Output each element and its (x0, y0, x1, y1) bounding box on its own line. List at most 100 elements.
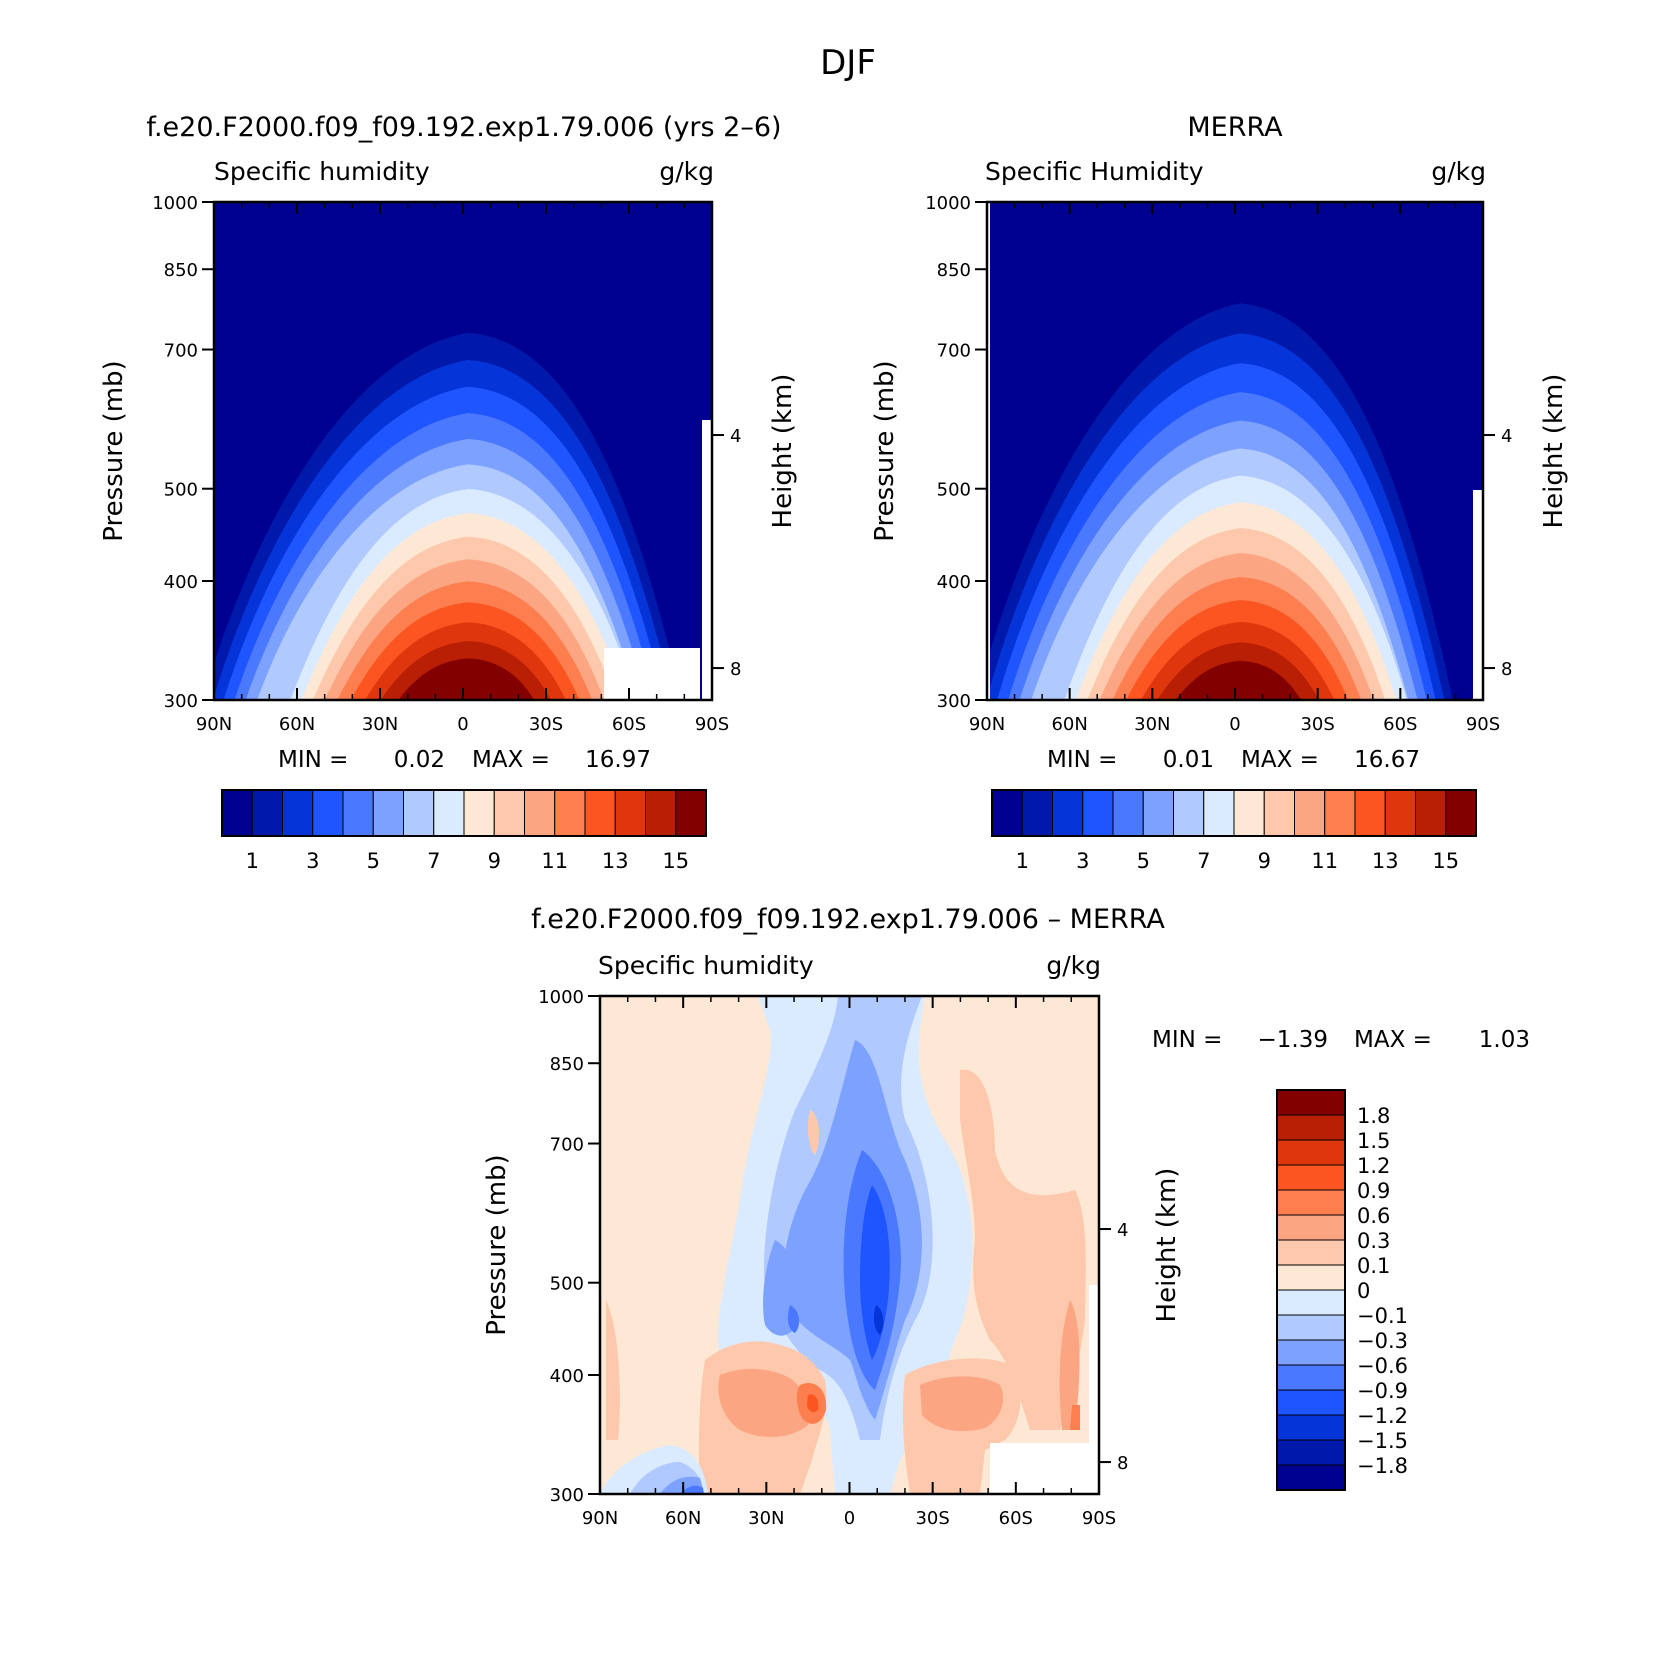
humidity-bands (987, 303, 1453, 700)
colorbar-swatch (1276, 1289, 1346, 1316)
colorbar-label: −1.8 (1357, 1454, 1408, 1478)
y-right-tick-label: 8 (1117, 1453, 1128, 1474)
colorbar-swatch (1276, 1214, 1346, 1241)
axis-ticks: 90N 60N 30N 0 30S 60S 90S 300 400 500 700 850 1000 8 4 (925, 193, 1512, 735)
min-label: MIN = (278, 747, 348, 773)
anomaly-pos-08 (1059, 1300, 1080, 1430)
y-tick-label: 500 (937, 480, 971, 501)
colorbar-swatch (1112, 789, 1144, 837)
humidity-bands (214, 332, 682, 700)
y-right-axis-label: Height (km) (768, 374, 798, 529)
panel-model: f.e20.F2000.f09_f09.192.exp1.79.006 (yrs… (99, 112, 798, 873)
colorbar-label: −0.1 (1357, 1304, 1408, 1328)
colorbar-swatch (1276, 1139, 1346, 1166)
y-tick-label: 300 (550, 1485, 584, 1506)
anomaly-pos-02 (718, 1368, 810, 1437)
x-tick-label: 60S (999, 1508, 1033, 1529)
colorbar-label: 3 (306, 849, 319, 873)
min-label: MIN = (1047, 747, 1117, 773)
colorbar-swatch (342, 789, 374, 837)
y-tick-label: 850 (550, 1054, 584, 1075)
colorbar-label: 0.3 (1357, 1229, 1390, 1253)
anomaly-neg-08 (787, 1305, 800, 1333)
colorbar-swatch (1052, 789, 1084, 837)
y-tick-label: 700 (937, 341, 971, 362)
x-tick-label: 0 (1229, 714, 1240, 735)
colorbar-swatch (1233, 789, 1265, 837)
x-tick-label: 60S (1383, 714, 1417, 735)
colorbar-swatch (312, 789, 344, 837)
axis-ticks: 90N 60N 30N 0 30S 60S 90S 300 400 500 700 850 1000 8 4 (152, 193, 741, 735)
colorbar-label: 9 (488, 849, 501, 873)
units-label: g/kg (1431, 157, 1486, 186)
y-axis-label: Pressure (mb) (482, 1154, 512, 1335)
colorbar-swatch (1276, 1439, 1346, 1466)
colorbar-label: 11 (1311, 849, 1338, 873)
x-tick-label: 90S (1466, 714, 1500, 735)
colorbar-label: 1.5 (1357, 1129, 1390, 1153)
colorbar-swatch (251, 789, 283, 837)
panel-difference: f.e20.F2000.f09_f09.192.exp1.79.006 – ME… (482, 904, 1530, 1529)
colorbar-swatch (1445, 789, 1477, 837)
anomaly-pos-07 (960, 1069, 1086, 1430)
colorbar-label: 15 (662, 849, 689, 873)
colorbar-label: 13 (602, 849, 629, 873)
colorbar-swatch (1142, 789, 1174, 837)
colorbar-swatch (1263, 789, 1295, 837)
colorbar-swatch (1203, 789, 1235, 837)
colorbar-label: 0.1 (1357, 1254, 1390, 1278)
panel-title: f.e20.F2000.f09_f09.192.exp1.79.006 – ME… (531, 904, 1165, 935)
colorbar: 1 3 5 7 9 11 13 15 (991, 789, 1477, 873)
colorbar-swatch (645, 789, 677, 837)
colorbar-label: −0.3 (1357, 1329, 1408, 1353)
colorbar-swatch (991, 789, 1023, 837)
missing-data-strip (702, 420, 712, 700)
colorbar-swatch (1276, 1464, 1346, 1491)
x-tick-label: 90N (969, 714, 1005, 735)
colorbar-label: 3 (1076, 849, 1089, 873)
contour-band (398, 658, 535, 700)
x-tick-label: 30N (362, 714, 398, 735)
colorbar-label: 1.2 (1357, 1154, 1390, 1178)
colorbar-label: 0 (1357, 1279, 1370, 1303)
colorbar-swatch (282, 789, 314, 837)
min-value: 0.02 (394, 747, 445, 773)
x-tick-label: 90S (695, 714, 729, 735)
colorbar-swatch (554, 789, 586, 837)
colorbar-swatch (1276, 1264, 1346, 1291)
y-tick-label: 400 (937, 572, 971, 593)
x-tick-label: 90S (1082, 1508, 1116, 1529)
anomaly-pos-04 (807, 1394, 819, 1413)
y-tick-label: 700 (164, 341, 198, 362)
colorbar-label: −1.5 (1357, 1429, 1408, 1453)
y-tick-label: 1000 (152, 193, 198, 214)
colorbar-swatch (584, 789, 616, 837)
x-tick-label: 90N (196, 714, 232, 735)
colorbar-swatch (675, 789, 707, 837)
colorbar-label: 1 (246, 849, 259, 873)
y-tick-label: 500 (550, 1274, 584, 1295)
missing-data-strip (1473, 490, 1483, 700)
x-tick-label: 60N (1051, 714, 1087, 735)
colorbar-swatch (1294, 789, 1326, 837)
y-tick-label: 500 (164, 480, 198, 501)
x-tick-label: 30N (1134, 714, 1170, 735)
units-label: g/kg (659, 157, 714, 186)
max-value: 16.67 (1354, 747, 1420, 773)
max-value: 16.97 (585, 747, 651, 773)
colorbar-swatch (433, 789, 465, 837)
colorbar-swatch (1276, 1114, 1346, 1141)
max-value: 1.03 (1479, 1027, 1530, 1053)
y-right-tick-label: 8 (730, 659, 741, 680)
plot-area (600, 996, 1099, 1494)
colorbar-label: 7 (427, 849, 440, 873)
panel-title: MERRA (1187, 112, 1283, 143)
plot-area (987, 202, 1483, 700)
colorbar-label: 1.8 (1357, 1104, 1390, 1128)
y-tick-label: 700 (550, 1135, 584, 1156)
y-axis-label: Pressure (mb) (870, 360, 900, 541)
colorbar-label: 9 (1258, 849, 1271, 873)
y-right-tick-label: 8 (1501, 659, 1512, 680)
anomaly-pos-09 (1070, 1405, 1080, 1430)
